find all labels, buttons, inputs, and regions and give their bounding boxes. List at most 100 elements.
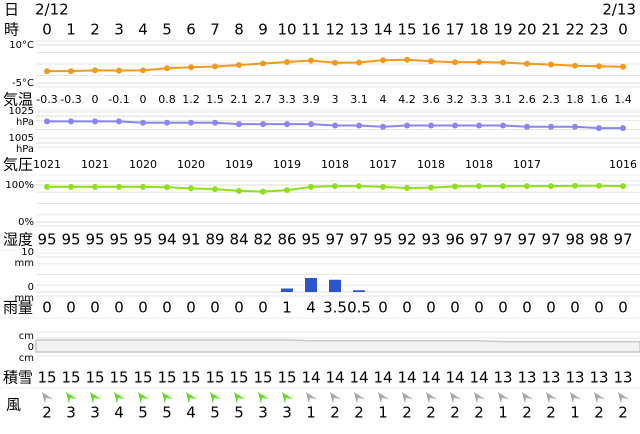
point <box>92 183 98 190</box>
value-label: 0 <box>498 299 508 317</box>
point <box>308 57 314 64</box>
hour: 23 <box>589 21 608 39</box>
value-label: 1.6 <box>590 93 608 106</box>
point <box>116 67 122 74</box>
row-label: 気圧 <box>3 156 33 174</box>
wind-arrow <box>138 392 149 404</box>
value-label: 14 <box>349 369 368 387</box>
point <box>260 60 266 67</box>
wind-speed: 1 <box>306 404 316 422</box>
value-label: 97 <box>613 231 632 249</box>
wind-arrow <box>378 392 389 404</box>
point <box>500 122 506 129</box>
point <box>332 183 338 190</box>
value-label: 3 <box>332 93 339 106</box>
point <box>140 67 146 74</box>
value-label: 97 <box>517 231 536 249</box>
point <box>380 183 386 190</box>
bar <box>329 279 341 292</box>
point <box>44 68 50 75</box>
y-tick-label: 0% <box>18 217 34 228</box>
value-label: 0 <box>450 299 460 317</box>
hour: 0 <box>42 21 52 39</box>
value-label: 94 <box>157 231 176 249</box>
wind-speed: 5 <box>138 404 148 422</box>
point <box>188 185 194 192</box>
wind-arrow <box>66 392 77 404</box>
point <box>164 184 170 191</box>
hour: 9 <box>258 21 268 39</box>
day-label: 日 <box>4 1 19 19</box>
wind-speed: 2 <box>594 404 604 422</box>
point <box>92 67 98 74</box>
y-tick-label: 100% <box>5 180 34 191</box>
value-label: 0 <box>210 299 220 317</box>
value-label: 89 <box>205 231 224 249</box>
value-label: 95 <box>61 231 80 249</box>
date: 2/12 <box>35 1 69 19</box>
value-label: 91 <box>181 231 200 249</box>
value-label: 0 <box>594 299 604 317</box>
hour: 6 <box>186 21 196 39</box>
value-label: 14 <box>421 369 440 387</box>
point <box>404 56 410 63</box>
value-label: 97 <box>349 231 368 249</box>
value-label: 1016 <box>609 158 637 171</box>
value-label: 0 <box>570 299 580 317</box>
hour: 17 <box>445 21 464 39</box>
value-label: 0 <box>522 299 532 317</box>
value-label: 3.1 <box>350 93 368 106</box>
value-label: 95 <box>133 231 152 249</box>
point <box>212 119 218 126</box>
value-label: 82 <box>253 231 272 249</box>
wind-arrow <box>234 392 245 404</box>
point <box>140 119 146 126</box>
value-label: 0 <box>140 93 147 106</box>
point <box>68 183 74 190</box>
point <box>476 183 482 190</box>
wind-arrow <box>618 392 629 404</box>
value-label: 0 <box>474 299 484 317</box>
wind-speed: 5 <box>162 404 172 422</box>
point <box>380 123 386 130</box>
point <box>116 183 122 190</box>
value-label: 1.4 <box>614 93 632 106</box>
bar <box>305 278 317 292</box>
wind-arrow <box>426 392 437 404</box>
point <box>188 119 194 126</box>
wind-speed: 2 <box>522 404 532 422</box>
value-label: 96 <box>445 231 464 249</box>
wind-arrow <box>522 392 533 404</box>
point <box>524 183 530 190</box>
point <box>356 183 362 190</box>
wind-speed: 2 <box>42 404 52 422</box>
y-tick-label: 1005 <box>9 133 34 144</box>
row-label: 湿度 <box>3 231 33 249</box>
value-label: 4.2 <box>398 93 416 106</box>
hour: 19 <box>493 21 512 39</box>
value-label: 98 <box>589 231 608 249</box>
value-label: 15 <box>229 369 248 387</box>
row-label: 気温 <box>3 91 33 109</box>
wind-arrow <box>498 392 509 404</box>
hour: 0 <box>618 21 628 39</box>
value-label: 1020 <box>177 158 205 171</box>
wind-arrow <box>210 392 221 404</box>
point <box>596 125 602 132</box>
wind-speed: 3 <box>90 404 100 422</box>
wind-arrow <box>186 392 197 404</box>
value-label: 14 <box>373 369 392 387</box>
wind-arrow <box>330 392 341 404</box>
point <box>44 183 50 190</box>
bar <box>353 290 365 292</box>
value-label: 13 <box>493 369 512 387</box>
point <box>356 122 362 129</box>
wind-arrow <box>402 392 413 404</box>
hour: 12 <box>325 21 344 39</box>
value-label: 86 <box>277 231 296 249</box>
value-label: 15 <box>109 369 128 387</box>
point <box>572 62 578 69</box>
value-label: 84 <box>229 231 248 249</box>
value-label: 1020 <box>129 158 157 171</box>
